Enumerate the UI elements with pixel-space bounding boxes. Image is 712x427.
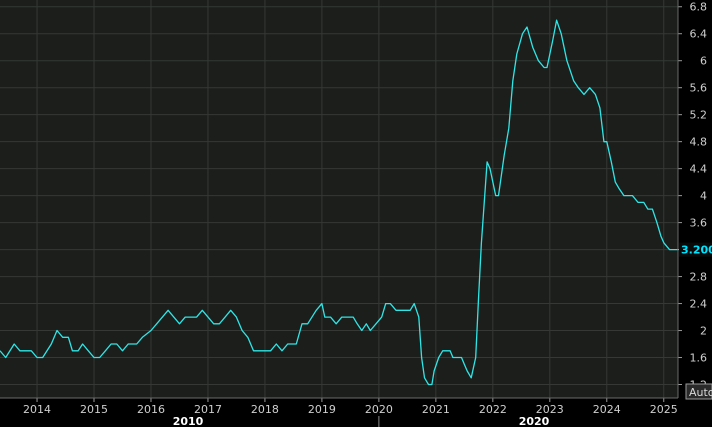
grid <box>0 0 678 398</box>
y-tick-label: 4.8 <box>690 136 708 149</box>
decade-label: 2010 <box>173 415 204 427</box>
y-tick-label: 2.4 <box>690 298 708 311</box>
x-tick-label: 2015 <box>80 403 108 416</box>
last-value-badge <box>679 242 712 257</box>
y-axis: 1.21.622.42.83.23.644.44.85.25.666.46.8 <box>677 0 708 398</box>
x-tick-label: 2014 <box>23 403 51 416</box>
x-tick-label: 2018 <box>251 403 279 416</box>
last-value-badge-group: 3.200 <box>678 242 712 257</box>
x-tick-label: 2021 <box>422 403 450 416</box>
y-tick-label: 2.8 <box>690 271 708 284</box>
y-tick-label: 4.4 <box>690 163 708 176</box>
series-group <box>0 19 678 386</box>
y-tick-label: 4 <box>700 190 707 203</box>
x-tick-label: 2023 <box>536 403 564 416</box>
x-tick-label: 2025 <box>650 403 678 416</box>
plot-background <box>0 0 678 398</box>
last-value-label: 3.200 <box>681 244 712 257</box>
x-tick-label: 2024 <box>593 403 621 416</box>
y-tick-label: 6.8 <box>690 1 708 14</box>
auto-button-label[interactable]: Auto <box>689 386 712 399</box>
y-tick-label: 3.6 <box>690 217 708 230</box>
auto-scale-button[interactable]: Auto <box>685 383 712 400</box>
series-line <box>0 19 678 386</box>
y-tick-label: 1.6 <box>690 352 708 365</box>
x-tick-label: 2017 <box>194 403 222 416</box>
x-tick-label: 2020 <box>365 403 393 416</box>
x-tick-label: 2016 <box>137 403 165 416</box>
y-tick-label: 5.6 <box>690 82 708 95</box>
y-tick-label: 6.4 <box>690 28 708 41</box>
x-tick-label: 2019 <box>308 403 336 416</box>
auto-button-box[interactable] <box>685 383 712 400</box>
y-tick-label: 2 <box>700 325 707 338</box>
y-tick-label: 5.2 <box>690 109 708 122</box>
y-tick-label: 6 <box>700 55 707 68</box>
decade-label: 2020 <box>519 415 550 427</box>
x-axis: 2014 2015 2016 2017 2018 2019 2020 2021 2022 2023… <box>0 397 678 427</box>
x-tick-label: 2022 <box>479 403 507 416</box>
